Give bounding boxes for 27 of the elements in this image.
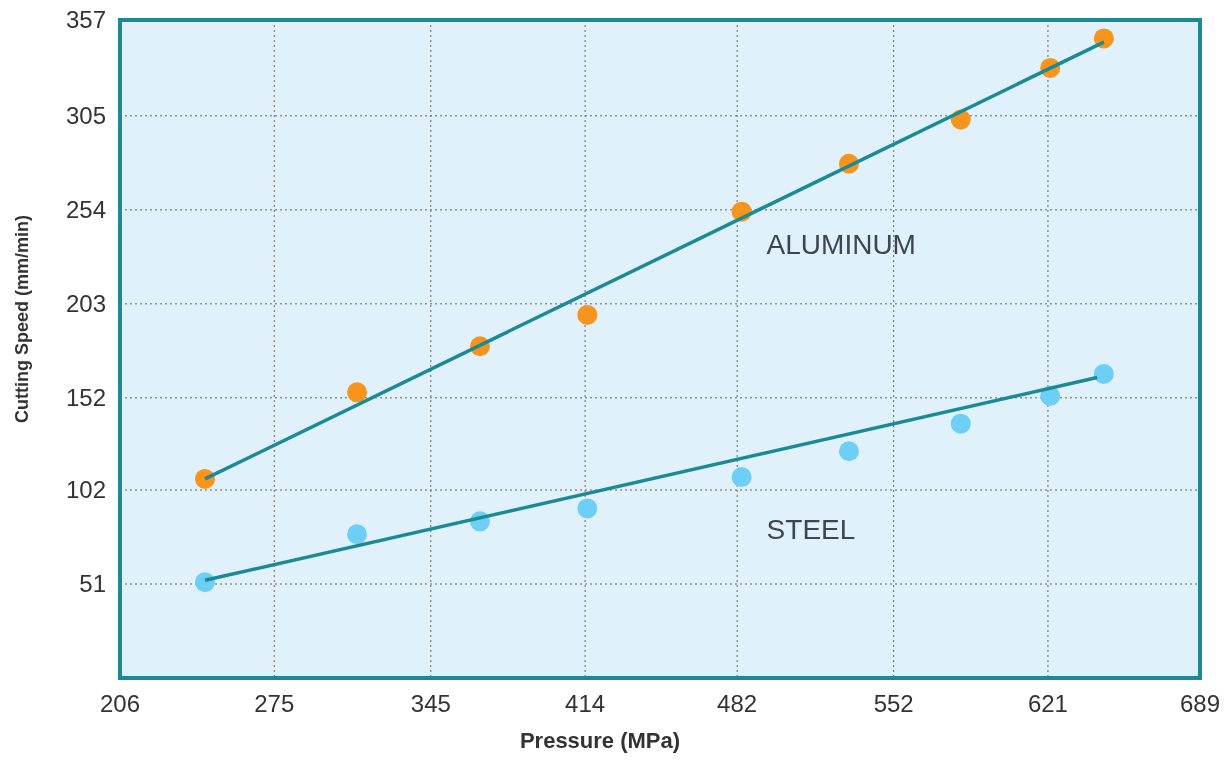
- point: [347, 524, 368, 545]
- y-tick-label: 357: [65, 6, 106, 33]
- point: [950, 413, 971, 434]
- x-tick-label: 275: [254, 690, 295, 717]
- y-tick-label: 203: [65, 289, 106, 317]
- point: [577, 498, 598, 519]
- x-tick-label: 414: [565, 690, 606, 717]
- x-tick-label: 206: [99, 690, 141, 717]
- y-tick-label: 102: [65, 476, 106, 503]
- point: [347, 382, 368, 403]
- point: [1093, 363, 1114, 384]
- x-tick-label: 552: [873, 690, 914, 717]
- x-tick-label: 621: [1027, 690, 1068, 717]
- y-tick-label: 305: [65, 101, 106, 129]
- x-tick-label: 345: [410, 690, 451, 717]
- point: [577, 304, 598, 325]
- x-tick-label: 482: [717, 690, 758, 717]
- y-tick-label: 51: [79, 570, 106, 597]
- x-tick-label: 689: [1179, 690, 1221, 717]
- point: [731, 467, 752, 488]
- series-label: STEEL: [766, 514, 856, 546]
- y-axis-title: Cutting Speed (mm/min): [12, 215, 32, 423]
- y-tick-label: 152: [65, 383, 106, 411]
- point: [838, 441, 859, 462]
- y-tick-label: 254: [65, 195, 106, 223]
- series-label: ALUMINUM: [766, 228, 916, 260]
- x-axis-title: Pressure (MPa): [519, 728, 681, 753]
